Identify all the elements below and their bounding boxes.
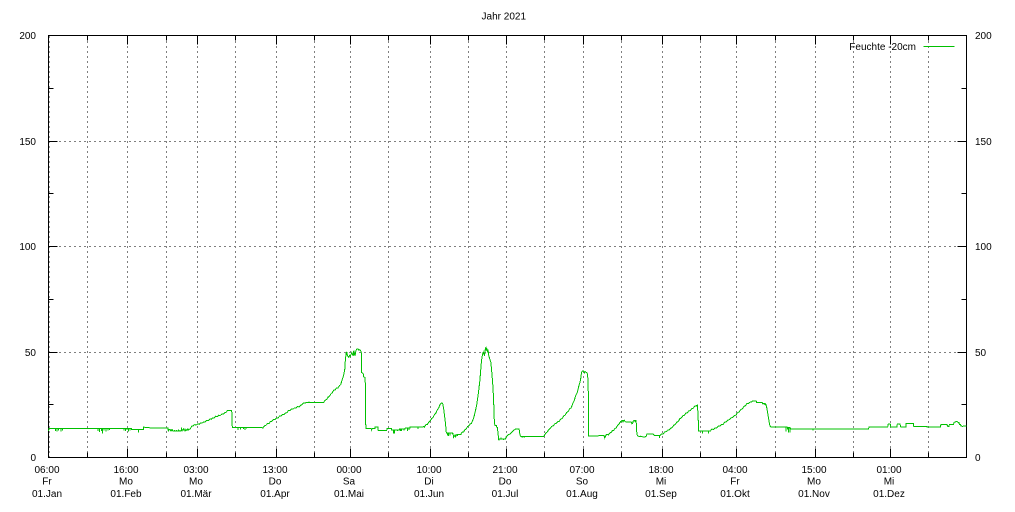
svg-text:03:00: 03:00	[183, 465, 208, 476]
svg-text:100: 100	[19, 242, 36, 253]
svg-text:21:00: 21:00	[492, 465, 517, 476]
svg-text:01.Sep: 01.Sep	[645, 489, 677, 500]
svg-text:01:00: 01:00	[876, 465, 901, 476]
svg-text:0: 0	[30, 453, 36, 464]
svg-text:Mi: Mi	[656, 477, 667, 488]
svg-text:150: 150	[19, 137, 36, 148]
svg-text:15:00: 15:00	[801, 465, 826, 476]
svg-text:Mo: Mo	[119, 477, 133, 488]
svg-text:Mi: Mi	[884, 477, 895, 488]
svg-text:06:00: 06:00	[34, 465, 59, 476]
svg-text:Di: Di	[424, 477, 433, 488]
svg-text:18:00: 18:00	[648, 465, 673, 476]
svg-text:Sa: Sa	[343, 477, 356, 488]
svg-text:01.Dez: 01.Dez	[873, 489, 905, 500]
svg-text:Do: Do	[499, 477, 512, 488]
svg-text:04:00: 04:00	[722, 465, 747, 476]
svg-text:01.Nov: 01.Nov	[798, 489, 830, 500]
svg-text:150: 150	[975, 137, 992, 148]
svg-text:Fr: Fr	[730, 477, 740, 488]
svg-text:01.Feb: 01.Feb	[110, 489, 142, 500]
svg-text:01.Jan: 01.Jan	[32, 489, 62, 500]
svg-text:Jahr 2021: Jahr 2021	[482, 12, 527, 23]
svg-text:200: 200	[19, 31, 36, 42]
svg-text:01.Mai: 01.Mai	[334, 489, 364, 500]
svg-text:50: 50	[975, 348, 987, 359]
svg-text:50: 50	[25, 348, 37, 359]
svg-text:200: 200	[975, 31, 992, 42]
svg-text:Feuchte -20cm: Feuchte -20cm	[849, 42, 916, 53]
svg-text:01.Jul: 01.Jul	[492, 489, 519, 500]
svg-text:Mo: Mo	[807, 477, 821, 488]
svg-text:00:00: 00:00	[336, 465, 361, 476]
svg-text:Do: Do	[269, 477, 282, 488]
svg-text:07:00: 07:00	[569, 465, 594, 476]
svg-text:0: 0	[975, 453, 981, 464]
svg-text:16:00: 16:00	[113, 465, 138, 476]
svg-text:01.Aug: 01.Aug	[566, 489, 598, 500]
svg-text:01.Mär: 01.Mär	[180, 489, 212, 500]
svg-text:01.Jun: 01.Jun	[414, 489, 444, 500]
svg-text:Mo: Mo	[189, 477, 203, 488]
svg-text:So: So	[576, 477, 589, 488]
svg-text:100: 100	[975, 242, 992, 253]
svg-text:13:00: 13:00	[262, 465, 287, 476]
svg-text:01.Apr: 01.Apr	[260, 489, 290, 500]
svg-text:Fr: Fr	[42, 477, 52, 488]
svg-text:01.Okt: 01.Okt	[720, 489, 750, 500]
svg-text:10:00: 10:00	[416, 465, 441, 476]
